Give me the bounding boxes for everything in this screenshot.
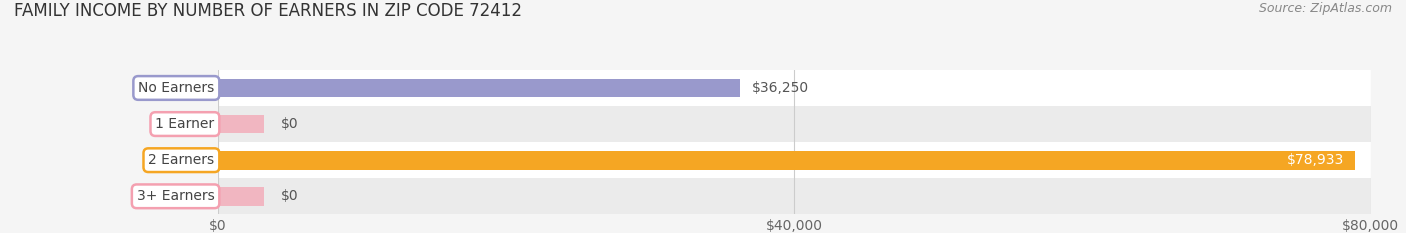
Text: No Earners: No Earners (138, 81, 215, 95)
Bar (218, 70, 1371, 106)
Bar (218, 115, 264, 134)
Bar (218, 79, 741, 97)
Text: FAMILY INCOME BY NUMBER OF EARNERS IN ZIP CODE 72412: FAMILY INCOME BY NUMBER OF EARNERS IN ZI… (14, 2, 522, 20)
Bar (218, 106, 1371, 142)
Text: 1 Earner: 1 Earner (155, 117, 215, 131)
Text: 3+ Earners: 3+ Earners (136, 189, 215, 203)
Bar (218, 151, 1355, 170)
Bar (218, 178, 1371, 214)
Text: $0: $0 (281, 189, 299, 203)
Bar (218, 187, 264, 206)
Bar (218, 142, 1371, 178)
Text: $78,933: $78,933 (1286, 153, 1344, 167)
Text: $0: $0 (281, 117, 299, 131)
Text: 2 Earners: 2 Earners (149, 153, 215, 167)
Text: $36,250: $36,250 (752, 81, 808, 95)
Text: Source: ZipAtlas.com: Source: ZipAtlas.com (1258, 2, 1392, 15)
